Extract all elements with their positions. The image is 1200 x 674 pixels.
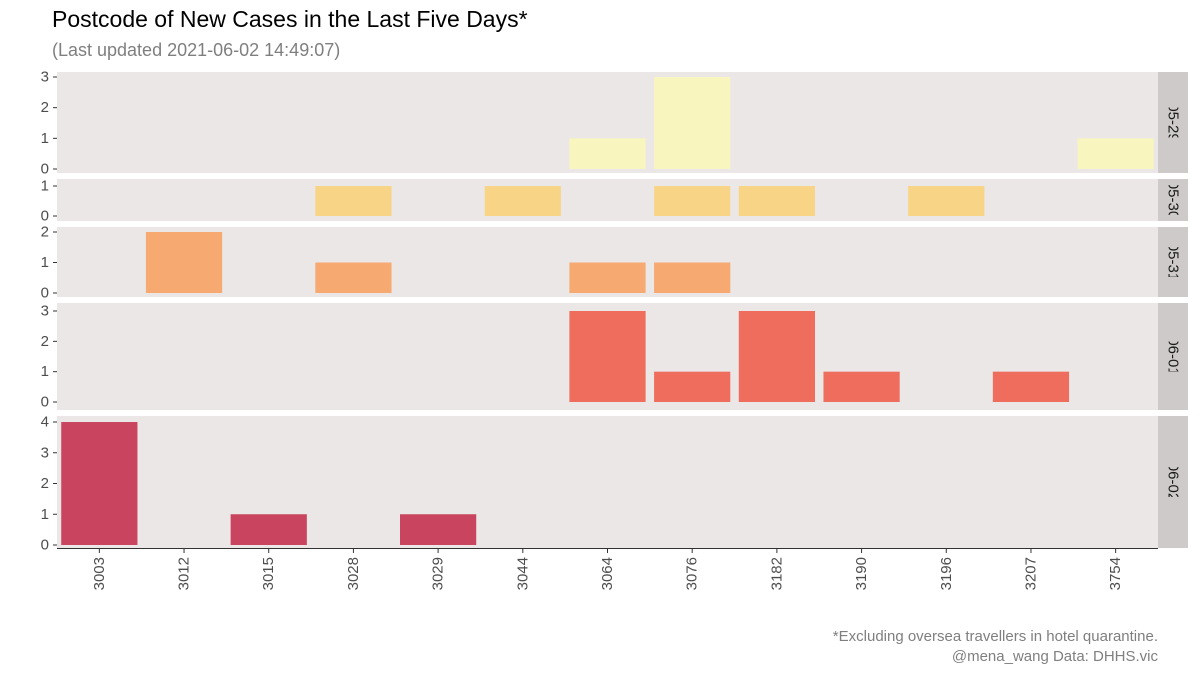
y-tick-label: 3: [41, 303, 49, 320]
bar-05-29-3076: [654, 77, 731, 169]
y-tick-label: 1: [41, 506, 49, 523]
bar-06-01-3182: [738, 311, 815, 402]
facet-strip-label: 06-02: [1165, 463, 1182, 501]
bar-06-01-3207: [992, 371, 1070, 402]
bar-05-31-3064: [569, 262, 646, 293]
facet-strip: [1158, 227, 1188, 297]
x-tick-label: 3196: [938, 557, 955, 590]
bar-06-02-3029: [400, 514, 477, 545]
y-tick-label: 3: [41, 444, 49, 461]
y-tick-label: 2: [41, 475, 49, 492]
bar-06-02-3015: [230, 514, 307, 545]
y-tick-label: 4: [41, 414, 49, 431]
x-tick-label: 3003: [91, 557, 108, 590]
bar-06-01-3190: [823, 371, 900, 402]
facet-strip-label: 06-01: [1165, 337, 1182, 375]
bar-05-30-3182: [738, 186, 815, 216]
y-tick-label: 1: [41, 178, 49, 195]
x-tick-label: 3076: [684, 557, 701, 590]
bar-05-30-3044: [484, 186, 561, 216]
y-tick-label: 2: [41, 99, 49, 116]
y-tick-label: 0: [41, 537, 49, 554]
y-tick-label: 0: [41, 394, 49, 411]
bar-05-31-3028: [315, 262, 392, 293]
x-tick-label: 3207: [1022, 557, 1039, 590]
facet-strip: [1158, 179, 1188, 221]
bar-06-01-3076: [654, 371, 731, 402]
x-tick-label: 3015: [260, 557, 277, 590]
bar-05-29-3754: [1077, 138, 1154, 169]
x-tick-label: 3012: [176, 557, 193, 590]
x-tick-label: 3190: [853, 557, 870, 590]
y-tick-label: 0: [41, 208, 49, 225]
bar-06-02-3003: [61, 422, 138, 545]
y-tick-label: 3: [41, 69, 49, 86]
y-tick-label: 0: [41, 285, 49, 302]
bar-06-01-3064: [569, 311, 646, 402]
panel-background: [57, 416, 1158, 548]
data-credit: @mena_wang Data: DHHS.vic: [951, 648, 1158, 665]
x-tick-label: 3029: [430, 557, 447, 590]
x-tick-label: 3028: [345, 557, 362, 590]
bar-05-30-3076: [654, 186, 731, 216]
facet-strip: [1158, 303, 1188, 410]
footnote: *Excluding oversea travellers in hotel q…: [832, 628, 1158, 645]
facet-strip: [1158, 416, 1188, 548]
bar-05-30-3028: [315, 186, 392, 216]
facet-strip-label: 05-31: [1165, 243, 1182, 281]
bar-05-31-3076: [654, 262, 731, 293]
chart-subtitle: (Last updated 2021-06-02 14:49:07): [52, 40, 341, 60]
bar-05-30-3196: [908, 186, 985, 216]
facet-strip: [1158, 72, 1188, 173]
y-tick-label: 2: [41, 224, 49, 241]
y-tick-label: 2: [41, 333, 49, 350]
x-tick-label: 3064: [599, 557, 616, 590]
facet-strip-label: 05-29: [1165, 103, 1182, 141]
chart-title: Postcode of New Cases in the Last Five D…: [52, 6, 528, 32]
x-tick-label: 3044: [514, 557, 531, 590]
y-tick-label: 1: [41, 254, 49, 271]
bar-05-29-3064: [569, 138, 646, 169]
bar-05-31-3012: [145, 232, 223, 293]
y-tick-label: 1: [41, 363, 49, 380]
panel-background: [57, 179, 1158, 221]
facet-strip-label: 05-30: [1165, 181, 1182, 219]
x-tick-label: 3182: [768, 557, 785, 590]
y-tick-label: 1: [41, 130, 49, 147]
x-tick-label: 3754: [1107, 557, 1124, 590]
y-tick-label: 0: [41, 161, 49, 178]
